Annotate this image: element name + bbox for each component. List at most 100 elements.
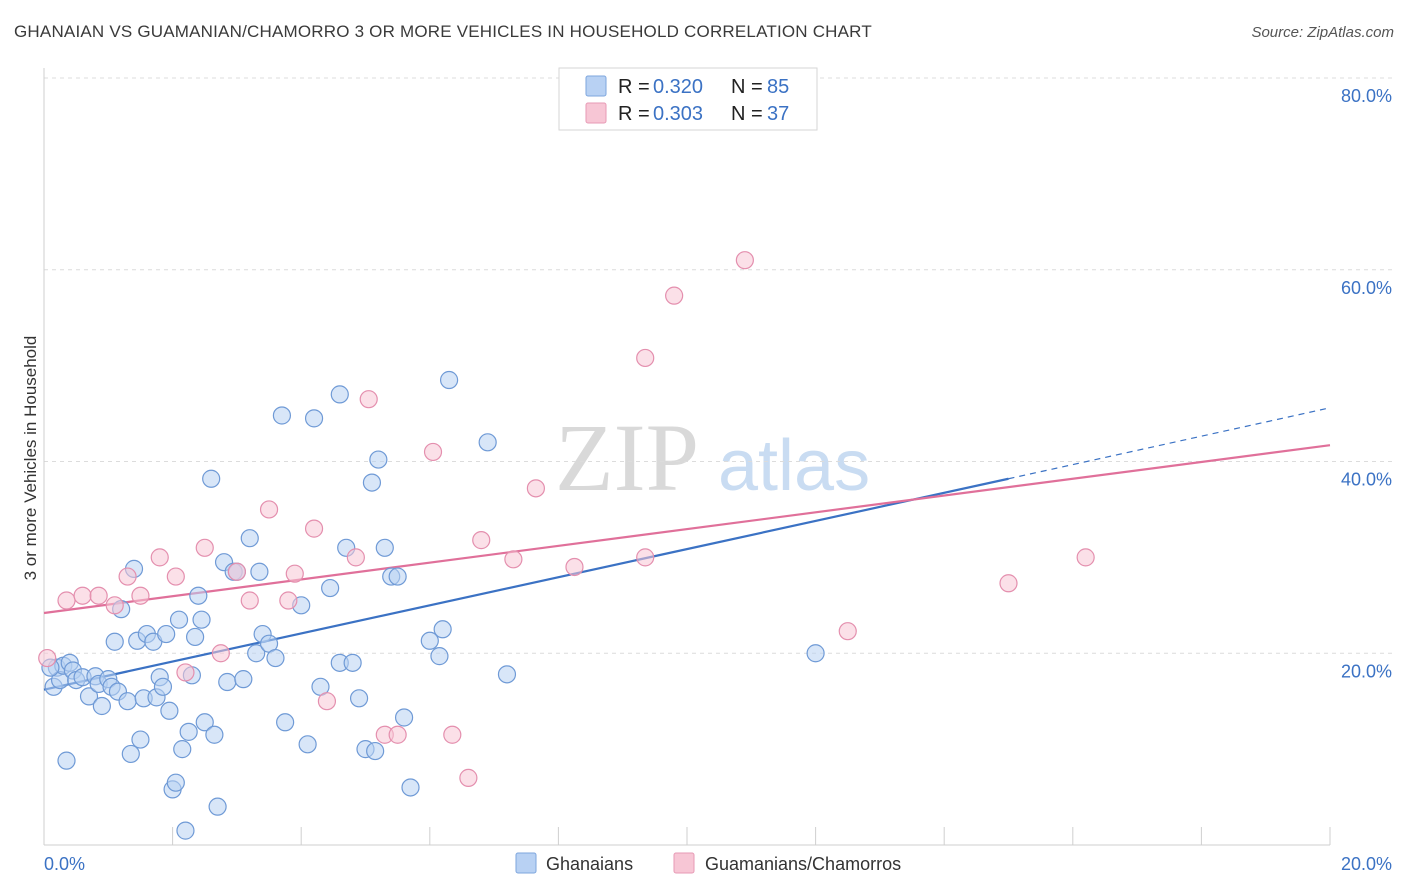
- y-tick-label: 40.0%: [1341, 470, 1392, 490]
- point-ghanaians: [121, 744, 140, 764]
- point-guamanians: [526, 479, 545, 498]
- grid: [44, 77, 1392, 654]
- series-legend: Ghanaians Guamanians/Chamorros: [515, 852, 901, 874]
- point-ghanaians: [388, 567, 407, 586]
- point-guamanians: [304, 519, 324, 538]
- point-ghanaians: [276, 713, 295, 732]
- point-ghanaians: [433, 620, 452, 639]
- point-ghanaians: [330, 385, 349, 404]
- point-ghanaians: [266, 648, 285, 668]
- series-label-guamanians: Guamanians/Chamorros: [705, 854, 901, 874]
- legend-r-value-2: 0.303: [653, 103, 703, 125]
- point-ghanaians: [272, 406, 292, 425]
- point-guamanians: [240, 591, 259, 610]
- point-guamanians: [999, 574, 1018, 593]
- point-ghanaians: [195, 713, 214, 732]
- point-ghanaians: [234, 670, 253, 689]
- y-tick-label: 80.0%: [1341, 86, 1392, 106]
- point-guamanians: [150, 548, 169, 567]
- legend-n-value-2: 37: [767, 103, 789, 125]
- point-guamanians: [359, 390, 378, 409]
- point-ghanaians: [250, 562, 269, 581]
- point-guamanians: [1076, 548, 1095, 567]
- legend-r-value-1: 0.320: [653, 76, 703, 98]
- point-guamanians: [211, 644, 230, 663]
- point-guamanians: [259, 500, 279, 519]
- point-ghanaians: [362, 473, 382, 492]
- point-guamanians: [57, 591, 76, 610]
- point-ghanaians: [105, 632, 124, 651]
- point-ghanaians: [208, 797, 227, 816]
- point-guamanians: [176, 663, 195, 682]
- point-ghanaians: [497, 665, 517, 684]
- point-guamanians: [735, 251, 754, 270]
- point-ghanaians: [118, 692, 137, 711]
- y-tick-label: 20.0%: [1341, 661, 1392, 681]
- point-ghanaians: [169, 610, 189, 629]
- point-guamanians: [472, 531, 491, 550]
- point-guamanians: [89, 586, 108, 605]
- point-guamanians: [227, 562, 246, 581]
- point-ghanaians: [304, 409, 324, 428]
- point-guamanians: [636, 348, 655, 368]
- legend-n-label-2: N =: [731, 103, 763, 125]
- trend-line-ghanaians: [43, 477, 1009, 691]
- point-ghanaians: [57, 751, 76, 770]
- point-ghanaians: [343, 653, 362, 672]
- legend-r-label-1: R =: [618, 76, 650, 98]
- point-guamanians: [118, 567, 137, 586]
- axes: 20.0% 40.0% 60.0% 80.0% 0.0% 20.0%: [43, 68, 1392, 874]
- trend-line-guamanians: [43, 444, 1331, 615]
- point-guamanians: [73, 586, 92, 605]
- point-guamanians: [317, 692, 337, 711]
- point-ghanaians: [131, 730, 150, 749]
- watermark-zip: ZIP: [555, 404, 699, 511]
- point-ghanaians: [430, 647, 449, 666]
- point-guamanians: [285, 564, 304, 583]
- series-swatch-ghanaians: [515, 852, 537, 874]
- point-ghanaians: [298, 735, 317, 754]
- point-ghanaians: [218, 672, 237, 692]
- stats-legend: R = 0.320 N = 85 R = 0.303 N = 37: [558, 67, 818, 131]
- chart-title: GHANAIAN VS GUAMANIAN/CHAMORRO 3 OR MORE…: [14, 22, 872, 41]
- point-ghanaians: [240, 529, 259, 548]
- y-tick-label: 60.0%: [1341, 278, 1392, 298]
- point-ghanaians: [160, 701, 179, 720]
- point-ghanaians: [176, 821, 195, 840]
- x-tick-label-max: 20.0%: [1341, 854, 1392, 874]
- point-guamanians: [131, 586, 150, 605]
- point-ghanaians: [394, 708, 414, 727]
- point-ghanaians: [205, 725, 224, 744]
- point-ghanaians: [202, 469, 221, 488]
- series-swatch-guamanians: [673, 852, 695, 874]
- point-guamanians: [443, 725, 462, 744]
- point-ghanaians: [349, 689, 369, 708]
- data-points: [38, 251, 1095, 840]
- point-guamanians: [423, 442, 443, 462]
- point-ghanaians: [247, 644, 266, 663]
- point-ghanaians: [157, 624, 176, 644]
- point-guamanians: [105, 596, 124, 615]
- point-guamanians: [504, 550, 523, 569]
- point-ghanaians: [366, 741, 385, 761]
- point-ghanaians: [186, 627, 205, 647]
- point-ghanaians: [166, 773, 185, 792]
- legend-n-label-1: N =: [731, 76, 763, 98]
- point-ghanaians: [92, 696, 111, 716]
- point-guamanians: [38, 648, 57, 668]
- point-guamanians: [636, 548, 655, 567]
- point-ghanaians: [192, 610, 211, 629]
- legend-swatch-pink: [585, 102, 607, 124]
- point-ghanaians: [401, 778, 420, 797]
- point-ghanaians: [321, 578, 340, 598]
- source-label: Source: ZipAtlas.com: [1251, 24, 1394, 41]
- legend-r-label-2: R =: [618, 103, 650, 125]
- point-guamanians: [346, 548, 365, 567]
- x-tick-label-min: 0.0%: [44, 854, 85, 874]
- point-ghanaians: [189, 586, 208, 605]
- point-guamanians: [665, 286, 684, 305]
- point-ghanaians: [79, 687, 99, 706]
- point-ghanaians: [153, 677, 173, 696]
- watermark-atlas: atlas: [718, 426, 870, 506]
